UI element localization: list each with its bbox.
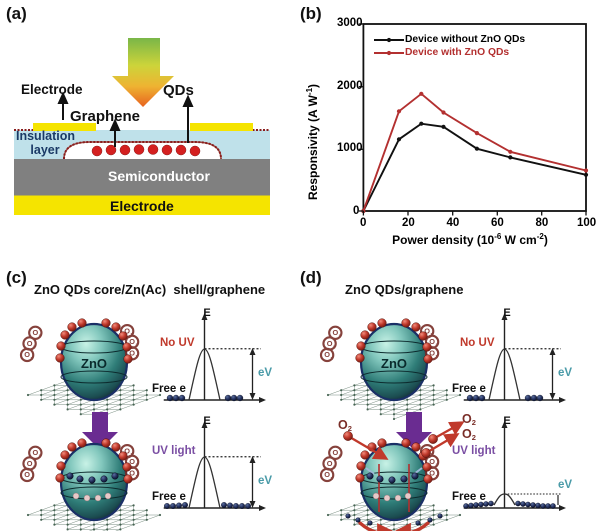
svg-text:UV light: UV light (152, 445, 196, 457)
svg-text:Free e: Free e (452, 383, 486, 395)
svg-text:UV light: UV light (452, 445, 496, 457)
svg-text:ZnO: ZnO (381, 356, 407, 371)
svg-text:E: E (203, 307, 210, 319)
svg-text:Free e: Free e (152, 491, 186, 503)
svg-text:Free e: Free e (152, 383, 186, 395)
svg-text:E: E (503, 415, 510, 427)
svg-text:eV: eV (258, 367, 272, 379)
svg-text:eV: eV (558, 367, 572, 379)
svg-text:ZnO: ZnO (81, 356, 107, 371)
svg-text:No UV: No UV (160, 337, 195, 349)
svg-text:eV: eV (258, 475, 272, 487)
svg-text:eV: eV (558, 479, 572, 491)
svg-text:Free e: Free e (452, 491, 486, 503)
svg-text:O2: O2 (338, 418, 352, 433)
svg-text:E: E (503, 307, 510, 319)
svg-text:No UV: No UV (460, 337, 495, 349)
svg-text:E: E (203, 415, 210, 427)
